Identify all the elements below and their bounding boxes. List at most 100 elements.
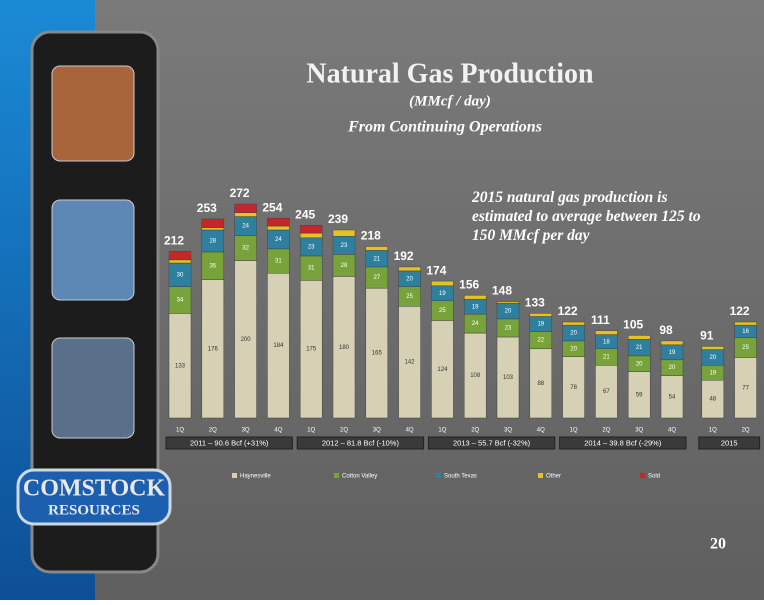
- x-tick-label: 3Q: [635, 428, 643, 434]
- bar-segment: [299, 232, 323, 239]
- x-tick-label: 4Q: [668, 428, 676, 434]
- total-label: 192: [394, 249, 414, 263]
- bar-segment: [168, 259, 192, 264]
- x-tick-label: 2Q: [471, 428, 479, 434]
- subtitle: (MMcf / day): [409, 93, 491, 109]
- segment-label: 31: [308, 266, 315, 272]
- segment-label: 25: [406, 294, 413, 300]
- segment-label: 165: [372, 351, 383, 357]
- segment-label: 78: [570, 385, 577, 391]
- segment-label: 184: [273, 343, 284, 349]
- x-tick-label: 2Q: [602, 428, 610, 434]
- bar-segment: [234, 203, 257, 213]
- segment-label: 19: [537, 322, 544, 328]
- group-box: [165, 436, 293, 450]
- total-label: 111: [591, 313, 610, 327]
- total-label: 174: [426, 263, 446, 277]
- segment-label: 18: [603, 339, 610, 345]
- group-label: 2012 – 81.8 Bcf (-10%): [322, 438, 400, 447]
- segment-label: 23: [308, 244, 315, 250]
- group-label: 2014 – 39.8 Bcf (-29%): [584, 438, 662, 447]
- bar-segment: [562, 321, 585, 326]
- segment-label: 31: [275, 259, 282, 265]
- total-label: 272: [230, 186, 250, 200]
- segment-label: 124: [437, 367, 448, 373]
- segment-label: 88: [537, 381, 544, 387]
- total-label: 218: [361, 229, 381, 243]
- total-label: 98: [659, 323, 673, 337]
- segment-label: 59: [636, 392, 643, 398]
- bar-segment: [431, 280, 454, 287]
- group-box: [296, 436, 425, 450]
- x-tick-label: 3Q: [242, 428, 250, 434]
- total-label: 253: [197, 201, 217, 215]
- legend-swatch: [334, 473, 339, 478]
- annotation: 2015 natural gas production is estimated…: [472, 189, 701, 244]
- segment-label: 30: [177, 272, 184, 278]
- segment-label: 34: [177, 298, 184, 304]
- bar-segment: [267, 225, 290, 231]
- group-box: [427, 436, 556, 450]
- logo-text: COMSTOCK: [23, 476, 166, 502]
- segment-label: 20: [505, 309, 512, 315]
- total-label: 122: [730, 304, 750, 318]
- plot: 133 34 30 212 1Q 176 35 28 253 2Q 200 32 24 272 3Q 184 3…: [164, 186, 761, 480]
- legend-swatch: [640, 473, 645, 478]
- bar-segment: [529, 313, 553, 317]
- legend-label: South Texas: [444, 474, 477, 480]
- total-label: 133: [525, 296, 545, 310]
- x-tick-label: 4Q: [406, 428, 414, 434]
- total-label: 245: [295, 207, 315, 221]
- chart-title: Natural Gas Production: [306, 58, 594, 89]
- x-tick-label: 4Q: [274, 428, 282, 434]
- segment-label: 20: [406, 276, 413, 282]
- segment-label: 142: [405, 360, 416, 366]
- segment-label: 54: [669, 394, 676, 400]
- x-tick-label: 1Q: [176, 428, 184, 434]
- segment-label: 23: [505, 325, 512, 331]
- segment-label: 180: [339, 345, 350, 351]
- bar-segment: [660, 340, 684, 346]
- segment-label: 108: [470, 373, 481, 379]
- total-label: 212: [164, 233, 184, 247]
- segment-label: 20: [570, 331, 577, 337]
- segment-label: 27: [373, 275, 380, 281]
- total-label: 156: [459, 277, 479, 291]
- segment-label: 19: [709, 370, 716, 376]
- legend-swatch: [436, 473, 441, 478]
- x-tick-label: 1Q: [438, 428, 446, 434]
- bar-segment: [496, 301, 520, 304]
- photo: [51, 199, 135, 301]
- segment-label: 28: [209, 239, 216, 245]
- group-box: [559, 436, 687, 450]
- logo-text: RESOURCES: [48, 502, 140, 518]
- total-label: 91: [700, 329, 714, 343]
- total-label: 148: [492, 284, 512, 298]
- total-label: 122: [558, 304, 578, 318]
- bar-segment: [627, 335, 651, 340]
- segment-label: 200: [241, 337, 252, 343]
- bar-segment: [398, 266, 421, 272]
- photo: [51, 337, 135, 439]
- segment-label: 20: [669, 365, 676, 371]
- segment-label: 21: [373, 256, 380, 262]
- bar-segment: [463, 295, 487, 300]
- x-tick-label: 1Q: [570, 428, 578, 434]
- total-label: 105: [623, 318, 643, 332]
- segment-label: 28: [341, 263, 348, 269]
- segment-label: 20: [636, 361, 643, 367]
- legend-swatch: [538, 473, 543, 478]
- segment-label: 21: [636, 345, 643, 351]
- bar-segment: [734, 321, 757, 326]
- segment-label: 16: [742, 329, 749, 335]
- bar-segment: [267, 217, 290, 227]
- total-label: 254: [262, 200, 282, 214]
- legend-label: Other: [546, 474, 561, 480]
- bar-segment: [168, 250, 192, 261]
- photo: [51, 65, 135, 162]
- segment-label: 32: [242, 246, 249, 252]
- segment-label: 24: [242, 224, 249, 230]
- group-label: 2015: [721, 438, 738, 447]
- segment-label: 175: [306, 347, 317, 353]
